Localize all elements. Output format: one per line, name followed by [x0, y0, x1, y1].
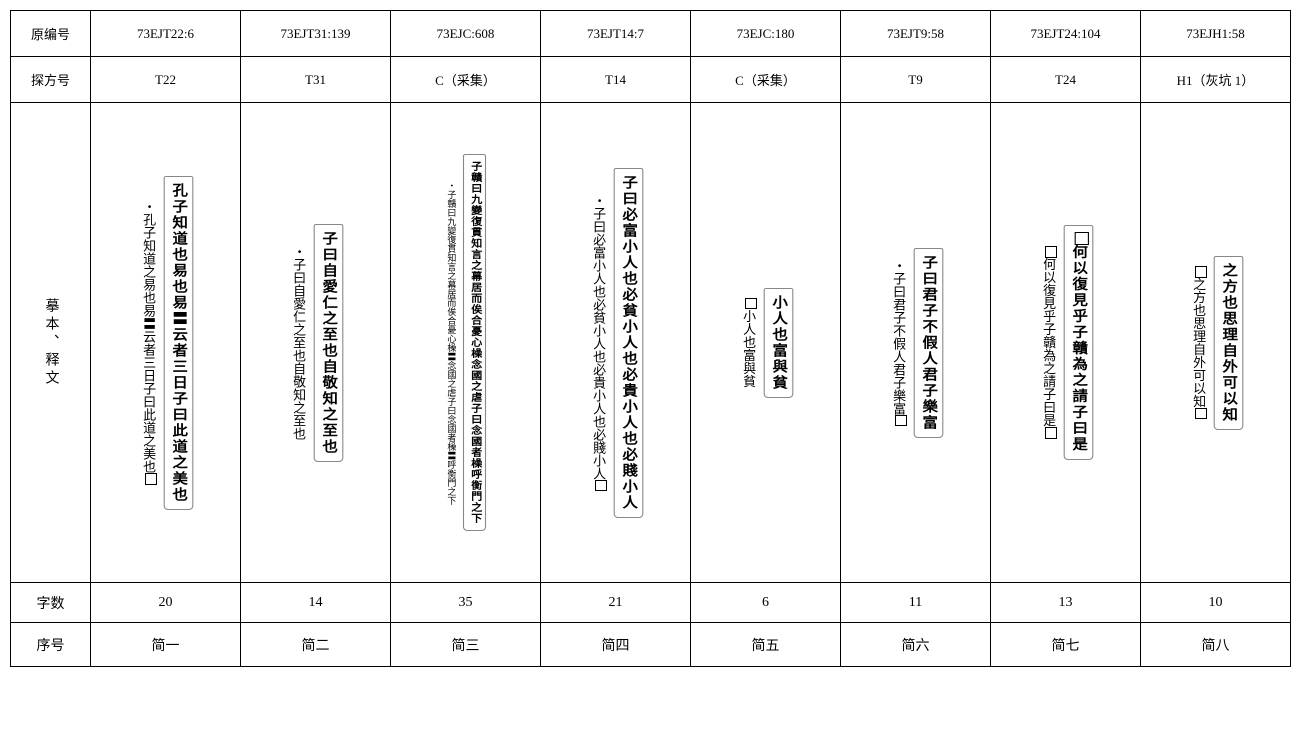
slip-7: 之方也思理自外可以知 — [1214, 256, 1244, 430]
row-xuhao: 序号 简一 简二 简三 简四 简五 简六 简七 简八 — [11, 623, 1291, 667]
slip-1: 子曰自愛仁之至也自敬知之至也 — [314, 224, 344, 462]
shiwen-5: ・子曰君子不假人君子樂富 — [889, 259, 907, 427]
moben-3: ・子曰必富小人也必貧小人也必貴小人也必賤小人 子曰必富小人也必貧小人也必貴小人也… — [541, 103, 691, 583]
shiwen-3: ・子曰必富小人也必貧小人也必貴小人也必賤小人 — [589, 194, 607, 492]
zishu-0: 20 — [91, 583, 241, 623]
shiwen-2: ・子贛曰九變復貫知言之幕居而俟合憂心橾〓念國之虐子曰念國者橾〓呼衡門之下 — [446, 181, 457, 505]
slip-2: 子贛曰九變復貫知言之幕居而俟合憂心橾念國之虐子曰念國者橾呼衡門之下 — [463, 154, 486, 531]
slip-6: 何以復見乎子贛為之請子曰是 — [1064, 225, 1094, 460]
tanfang-2: C（采集） — [391, 57, 541, 103]
xuhao-2: 简三 — [391, 623, 541, 667]
row-moben: 摹本、释文 ・孔子知道之易也易〓云者三日子曰此道之美也 孔子知道也易也易〓云者三… — [11, 103, 1291, 583]
zishu-6: 13 — [991, 583, 1141, 623]
yuanbianhao-2: 73EJC:608 — [391, 11, 541, 57]
tanfang-1: T31 — [241, 57, 391, 103]
moben-2: ・子贛曰九變復貫知言之幕居而俟合憂心橾〓念國之虐子曰念國者橾〓呼衡門之下 子贛曰… — [391, 103, 541, 583]
moben-5: ・子曰君子不假人君子樂富 子曰君子不假人君子樂富 — [841, 103, 991, 583]
moben-0: ・孔子知道之易也易〓云者三日子曰此道之美也 孔子知道也易也易〓云者三日子曰此道之… — [91, 103, 241, 583]
moben-1: ・子曰自愛仁之至也自敬知之至也 子曰自愛仁之至也自敬知之至也 — [241, 103, 391, 583]
tanfang-5: T9 — [841, 57, 991, 103]
yuanbianhao-5: 73EJT9:58 — [841, 11, 991, 57]
zishu-7: 10 — [1141, 583, 1291, 623]
xuhao-1: 简二 — [241, 623, 391, 667]
slip-4: 小人也富與貧 — [764, 288, 794, 398]
row-tanfanghao: 探方号 T22 T31 C（采集） T14 C（采集） T9 T24 H1（灰坑… — [11, 57, 1291, 103]
zishu-4: 6 — [691, 583, 841, 623]
label-moben: 摹本、释文 — [11, 103, 91, 583]
xuhao-0: 简一 — [91, 623, 241, 667]
xuhao-6: 简七 — [991, 623, 1141, 667]
xuhao-5: 简六 — [841, 623, 991, 667]
label-zishu: 字数 — [11, 583, 91, 623]
yuanbianhao-7: 73EJH1:58 — [1141, 11, 1291, 57]
xuhao-3: 简四 — [541, 623, 691, 667]
slip-3: 子曰必富小人也必貧小人也必貴小人也必賤小人 — [614, 168, 644, 518]
tanfang-7: H1（灰坑 1） — [1141, 57, 1291, 103]
row-yuanbianhao: 原编号 73EJT22:6 73EJT31:139 73EJC:608 73EJ… — [11, 11, 1291, 57]
slips-table: 原编号 73EJT22:6 73EJT31:139 73EJC:608 73EJ… — [10, 10, 1291, 667]
moben-6: 何以復見乎子贛為之請子曰是 何以復見乎子贛為之請子曰是 — [991, 103, 1141, 583]
yuanbianhao-4: 73EJC:180 — [691, 11, 841, 57]
yuanbianhao-0: 73EJT22:6 — [91, 11, 241, 57]
zishu-3: 21 — [541, 583, 691, 623]
xuhao-4: 简五 — [691, 623, 841, 667]
tanfang-0: T22 — [91, 57, 241, 103]
label-xuhao: 序号 — [11, 623, 91, 667]
row-zishu: 字数 20 14 35 21 6 11 13 10 — [11, 583, 1291, 623]
tanfang-6: T24 — [991, 57, 1141, 103]
xuhao-7: 简八 — [1141, 623, 1291, 667]
zishu-2: 35 — [391, 583, 541, 623]
shiwen-7: 之方也思理自外可以知 — [1189, 266, 1207, 419]
tanfang-3: T14 — [541, 57, 691, 103]
shiwen-1: ・子曰自愛仁之至也自敬知之至也 — [289, 245, 307, 440]
shiwen-0: ・孔子知道之易也易〓云者三日子曰此道之美也 — [139, 200, 157, 485]
moben-4: 小人也富與貧 小人也富與貧 — [691, 103, 841, 583]
tanfang-4: C（采集） — [691, 57, 841, 103]
label-yuanbianhao: 原编号 — [11, 11, 91, 57]
slip-0: 孔子知道也易也易〓云者三日子曰此道之美也 — [164, 176, 194, 510]
shiwen-4: 小人也富與貧 — [739, 298, 757, 388]
label-tanfanghao: 探方号 — [11, 57, 91, 103]
slip-5: 子曰君子不假人君子樂富 — [914, 248, 944, 438]
yuanbianhao-3: 73EJT14:7 — [541, 11, 691, 57]
moben-7: 之方也思理自外可以知 之方也思理自外可以知 — [1141, 103, 1291, 583]
yuanbianhao-6: 73EJT24:104 — [991, 11, 1141, 57]
zishu-1: 14 — [241, 583, 391, 623]
yuanbianhao-1: 73EJT31:139 — [241, 11, 391, 57]
shiwen-6: 何以復見乎子贛為之請子曰是 — [1039, 246, 1057, 438]
zishu-5: 11 — [841, 583, 991, 623]
